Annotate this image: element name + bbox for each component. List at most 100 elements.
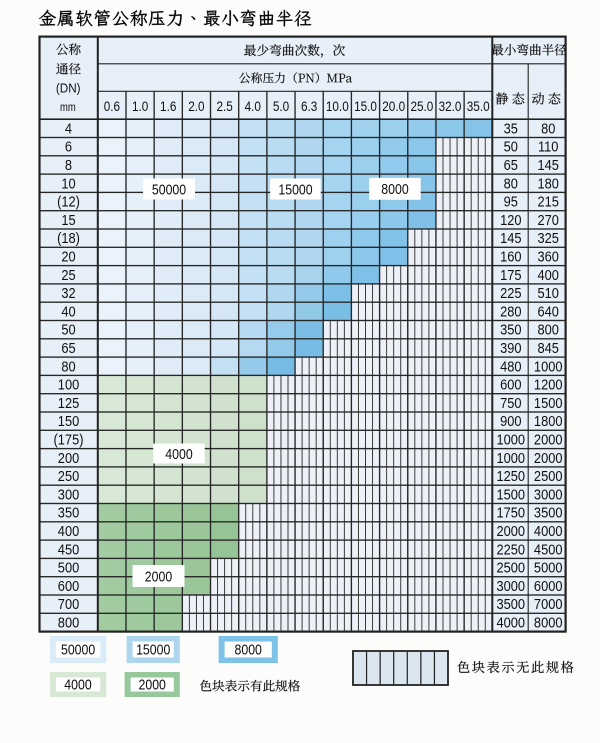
svg-text:15: 15: [61, 211, 75, 228]
svg-text:50000: 50000: [61, 642, 95, 658]
svg-text:20.0: 20.0: [382, 98, 405, 114]
svg-text:(175): (175): [54, 430, 84, 447]
svg-text:350: 350: [58, 504, 80, 521]
svg-text:2000: 2000: [534, 449, 563, 466]
svg-text:6000: 6000: [534, 577, 563, 594]
svg-text:800: 800: [58, 613, 80, 630]
svg-text:900: 900: [500, 412, 522, 429]
svg-text:80: 80: [504, 174, 518, 191]
svg-text:7000: 7000: [534, 595, 563, 612]
svg-text:4.0: 4.0: [245, 98, 261, 114]
svg-text:25: 25: [61, 266, 75, 283]
svg-text:3500: 3500: [534, 504, 563, 521]
svg-text:35.0: 35.0: [467, 98, 490, 114]
svg-text:800: 800: [538, 321, 560, 338]
svg-text:450: 450: [58, 540, 80, 557]
svg-text:400: 400: [58, 522, 80, 539]
svg-text:50: 50: [61, 321, 75, 338]
svg-text:1000: 1000: [497, 449, 526, 466]
svg-text:215: 215: [538, 193, 560, 210]
svg-text:15000: 15000: [136, 642, 170, 658]
svg-text:600: 600: [58, 577, 80, 594]
svg-text:5000: 5000: [534, 559, 563, 576]
svg-text:2250: 2250: [497, 540, 526, 557]
svg-text:480: 480: [500, 357, 522, 374]
svg-text:2500: 2500: [534, 467, 563, 484]
svg-text:6: 6: [65, 138, 72, 155]
svg-text:1800: 1800: [534, 412, 563, 429]
svg-text:8: 8: [65, 156, 72, 173]
svg-text:6.3: 6.3: [301, 98, 317, 114]
svg-text:125: 125: [58, 394, 80, 411]
svg-text:32: 32: [61, 284, 75, 301]
svg-text:200: 200: [58, 449, 80, 466]
svg-text:4000: 4000: [497, 613, 526, 630]
svg-text:400: 400: [538, 266, 560, 283]
svg-text:mm: mm: [60, 101, 76, 114]
svg-text:1.6: 1.6: [160, 98, 176, 114]
svg-text:500: 500: [58, 559, 80, 576]
svg-text:5.0: 5.0: [273, 98, 289, 114]
svg-text:2500: 2500: [497, 559, 526, 576]
svg-text:250: 250: [58, 467, 80, 484]
svg-text:360: 360: [538, 247, 560, 264]
svg-text:80: 80: [541, 119, 555, 136]
svg-text:8000: 8000: [235, 642, 262, 658]
svg-text:390: 390: [500, 339, 522, 356]
svg-text:10: 10: [61, 174, 75, 191]
svg-text:(DN): (DN): [56, 81, 81, 96]
svg-text:2.0: 2.0: [188, 98, 204, 114]
svg-text:180: 180: [538, 174, 560, 191]
svg-text:40: 40: [61, 302, 75, 319]
svg-text:145: 145: [538, 156, 560, 173]
svg-text:4000: 4000: [165, 446, 192, 462]
svg-text:3500: 3500: [497, 595, 526, 612]
svg-text:65: 65: [504, 156, 518, 173]
svg-text:4500: 4500: [534, 540, 563, 557]
svg-text:0.6: 0.6: [104, 98, 120, 114]
svg-text:270: 270: [538, 211, 560, 228]
svg-text:600: 600: [500, 376, 522, 393]
svg-text:2000: 2000: [497, 522, 526, 539]
svg-text:(18): (18): [57, 229, 80, 246]
svg-text:2000: 2000: [139, 677, 166, 693]
svg-text:80: 80: [61, 357, 75, 374]
svg-text:120: 120: [500, 211, 522, 228]
svg-text:15000: 15000: [278, 181, 312, 197]
svg-text:175: 175: [500, 266, 522, 283]
svg-text:15.0: 15.0: [354, 98, 377, 114]
svg-text:2000: 2000: [145, 568, 172, 584]
svg-text:65: 65: [61, 339, 75, 356]
svg-text:20: 20: [61, 247, 75, 264]
svg-text:510: 510: [538, 284, 560, 301]
svg-text:8000: 8000: [534, 613, 563, 630]
svg-text:280: 280: [500, 302, 522, 319]
svg-text:700: 700: [58, 595, 80, 612]
svg-text:2.5: 2.5: [216, 98, 232, 114]
svg-text:8000: 8000: [381, 181, 408, 197]
svg-text:1200: 1200: [534, 376, 563, 393]
svg-text:1000: 1000: [497, 430, 526, 447]
svg-text:(12): (12): [57, 193, 80, 210]
svg-text:1500: 1500: [534, 394, 563, 411]
svg-text:2000: 2000: [534, 430, 563, 447]
svg-text:50000: 50000: [152, 181, 186, 197]
svg-text:845: 845: [538, 339, 560, 356]
svg-text:95: 95: [504, 193, 518, 210]
svg-text:225: 225: [500, 284, 522, 301]
svg-text:300: 300: [58, 485, 80, 502]
svg-text:25.0: 25.0: [410, 98, 433, 114]
svg-text:1250: 1250: [497, 467, 526, 484]
svg-text:640: 640: [538, 302, 560, 319]
svg-text:1.0: 1.0: [132, 98, 148, 114]
svg-text:150: 150: [58, 412, 80, 429]
svg-text:750: 750: [500, 394, 522, 411]
svg-text:1500: 1500: [497, 485, 526, 502]
svg-text:1000: 1000: [534, 357, 563, 374]
svg-text:3000: 3000: [534, 485, 563, 502]
svg-text:50: 50: [504, 138, 518, 155]
svg-text:4: 4: [65, 119, 72, 136]
svg-text:145: 145: [500, 229, 522, 246]
svg-text:32.0: 32.0: [439, 98, 462, 114]
svg-text:10.0: 10.0: [326, 98, 349, 114]
